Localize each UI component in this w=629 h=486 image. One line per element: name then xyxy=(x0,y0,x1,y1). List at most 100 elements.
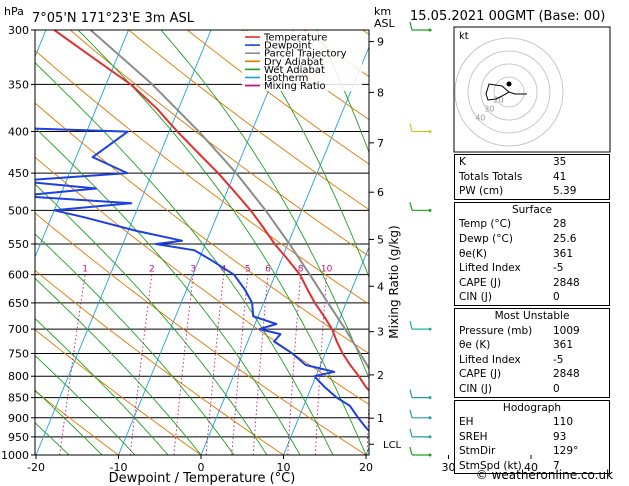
mixing-ratio-label: 25 xyxy=(433,265,444,275)
dry-adiabat-line xyxy=(70,30,369,257)
pressure-unit-label: hPa xyxy=(4,5,24,18)
legend-label: Isotherm xyxy=(264,73,308,84)
row-value: 93 xyxy=(553,430,567,443)
stability-indices-panel: K 35 Totals Totals 41 PW (cm) 5.39 Surface Te… xyxy=(454,154,610,476)
legend-label: Dry Adiabat xyxy=(264,57,323,68)
wet-adiabat-line xyxy=(35,127,301,455)
row-label: Dewp (°C) xyxy=(459,232,513,245)
wind-barb xyxy=(409,409,413,418)
row-value: 361 xyxy=(553,247,574,260)
mixing-ratio-line xyxy=(314,274,328,455)
pressure-tick-label: 450 xyxy=(8,167,29,180)
km-tick-label: 7 xyxy=(377,137,384,150)
row-label: CIN (J) xyxy=(459,382,492,395)
asl-unit-label: ASL xyxy=(374,17,396,30)
wind-barb xyxy=(428,130,432,134)
row-label: SREH xyxy=(459,430,488,443)
row-value: 1009 xyxy=(553,324,580,337)
pressure-tick-label: 700 xyxy=(8,323,29,336)
mixing-ratio-label: 6 xyxy=(265,265,271,275)
mixing-ratio-line xyxy=(366,391,369,455)
mixing-ratio-line xyxy=(205,274,225,455)
wet-adiabat-line xyxy=(77,30,367,455)
km-tick-label: 1 xyxy=(377,412,384,425)
legend-label: Parcel Trajectory xyxy=(264,49,347,60)
hodograph-ring xyxy=(454,37,564,147)
dewpoint-line xyxy=(35,127,369,433)
row-label: EH xyxy=(459,416,474,429)
dry-adiabat-line xyxy=(35,49,369,305)
pressure-tick-label: 350 xyxy=(8,78,29,91)
pressure-tick-label: 400 xyxy=(8,126,29,139)
temperature-line xyxy=(53,30,369,392)
mixing-ratio-line xyxy=(129,274,153,455)
pressure-tick-label: 550 xyxy=(8,238,29,251)
wind-barb xyxy=(409,446,413,456)
row-value: 2848 xyxy=(553,276,580,289)
x-tick-label: -10 xyxy=(110,461,128,474)
wind-barb xyxy=(428,416,432,420)
row-label: Lifted Index xyxy=(459,262,521,275)
isotherm-line xyxy=(35,30,129,259)
wind-barb xyxy=(428,396,432,400)
dry-adiabat-line xyxy=(35,212,367,455)
row-label: PW (cm) xyxy=(459,185,504,198)
wet-adiabat-line xyxy=(35,318,169,455)
km-unit-label: km xyxy=(374,5,391,18)
row-value: 110 xyxy=(553,416,574,429)
surface-box: Surface Temp (°C) 28 Dewp (°C) 25.6 θe(K) 361… xyxy=(454,201,610,306)
x-tick-label: 30 xyxy=(442,461,456,474)
profile-lines xyxy=(35,30,369,433)
wind-barb xyxy=(428,435,432,439)
hodograph-stats-box: Hodograph EH 110 SREH 93 StmDir 129° StmSpd (k… xyxy=(454,399,610,475)
pressure-tick-label: 650 xyxy=(8,297,29,310)
row-label: Pressure (mb) xyxy=(459,324,533,337)
mixing-ratio-label: 10 xyxy=(321,265,333,275)
mixing-ratio-line xyxy=(59,274,86,455)
isotherm-line xyxy=(283,246,369,455)
legend-label: Mixing Ratio xyxy=(264,81,326,92)
indices-box: K 35 Totals Totals 41 PW (cm) 5.39 xyxy=(454,154,610,200)
wind-barb xyxy=(428,208,432,212)
pressure-tick-label: 800 xyxy=(8,370,29,383)
row-label: CAPE (J) xyxy=(459,276,502,289)
wet-adiabat-line xyxy=(35,183,268,455)
mixing-ratio-line xyxy=(173,274,194,455)
most-unstable-title: Most Unstable xyxy=(494,309,570,322)
mixing-ratio-label: 4 xyxy=(221,265,227,275)
pressure-tick-label: 300 xyxy=(8,24,29,37)
mixing-ratio-line xyxy=(231,274,249,455)
mixing-ratio-label: 8 xyxy=(298,265,304,275)
datetime-title: 15.05.2021 00GMT (Base: 00) xyxy=(410,9,605,24)
hodograph-ring-label: 40 xyxy=(475,114,485,123)
dry-adiabat-line xyxy=(128,30,369,211)
pressure-tick-label: 500 xyxy=(8,204,29,217)
x-tick-label: 10 xyxy=(277,461,291,474)
legend-label: Temperature xyxy=(263,33,327,44)
wet-adiabat-line xyxy=(35,355,136,455)
row-value: 7 xyxy=(553,459,560,472)
legend-label: Dewpoint xyxy=(264,41,312,52)
hodograph-stats-title: Hodograph xyxy=(502,401,562,414)
most-unstable-box: Most Unstable Pressure (mb) 1009 θe (K) 361… xyxy=(454,307,610,398)
wind-barbs xyxy=(409,21,432,457)
row-label: Totals Totals xyxy=(459,170,523,183)
pressure-tick-label: 600 xyxy=(8,269,29,282)
km-tick-label: 3 xyxy=(377,326,384,339)
hodograph-trace xyxy=(485,83,527,101)
storm-motion-marker xyxy=(506,81,512,87)
dry-adiabat-line xyxy=(35,102,369,355)
wind-barb xyxy=(409,320,413,330)
x-tick-label: 40 xyxy=(524,461,538,474)
dry-adiabat-line xyxy=(187,30,369,165)
pressure-tick-label: 900 xyxy=(8,412,29,425)
parcel-trajectory-line xyxy=(89,30,369,371)
plot-frame xyxy=(34,29,370,456)
row-label: Temp (°C) xyxy=(459,218,512,231)
mixing-ratio-label: 2 xyxy=(149,265,155,275)
km-tick-label: 9 xyxy=(377,36,384,49)
row-label: StmDir xyxy=(459,445,496,458)
pressure-tick-label: 850 xyxy=(8,392,29,405)
dry-adiabat-line xyxy=(35,156,369,405)
km-tick-label: 5 xyxy=(377,233,384,246)
